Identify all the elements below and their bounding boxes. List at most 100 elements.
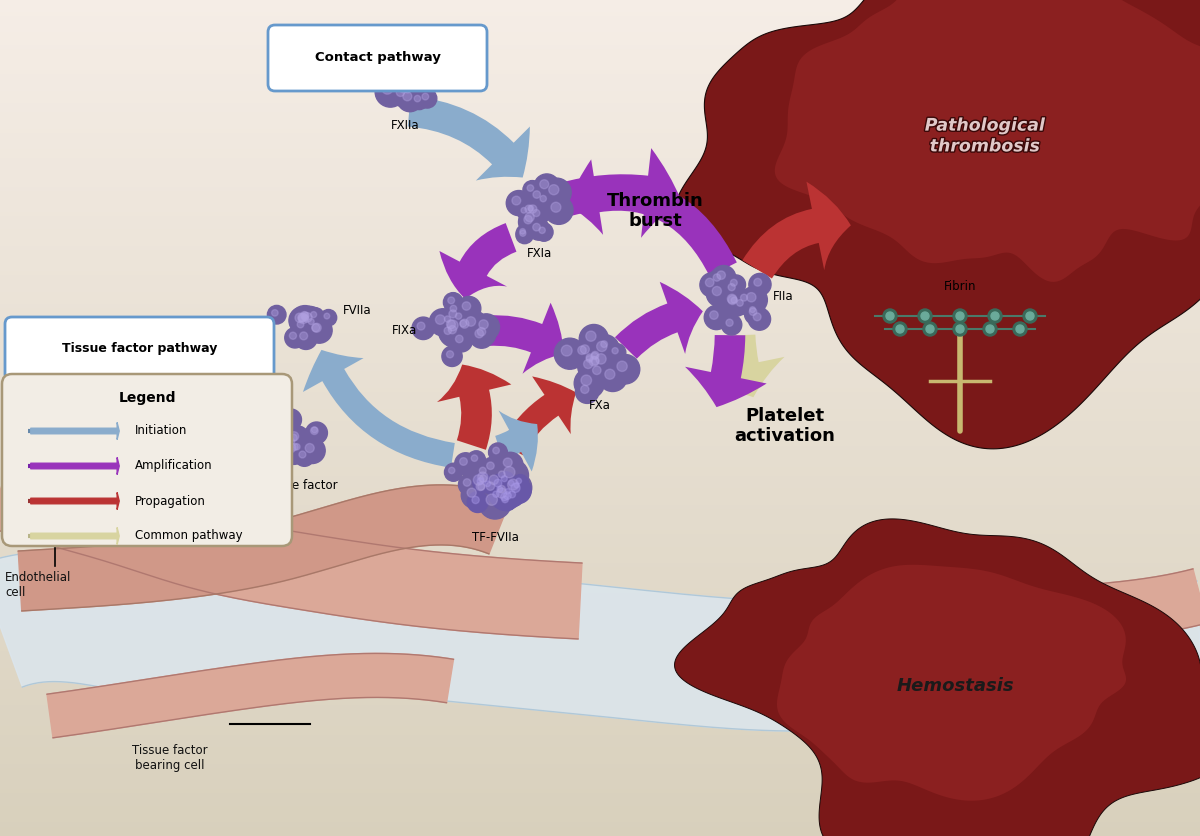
Circle shape [270,417,299,446]
Circle shape [448,320,458,331]
Bar [0,38,1200,42]
Bar [0,13,1200,17]
Circle shape [536,191,554,210]
Circle shape [514,482,520,488]
Circle shape [595,354,606,364]
Text: FXIa: FXIa [527,247,553,260]
Bar [0,314,1200,318]
Bar [0,706,1200,711]
Bar [0,104,1200,109]
FancyBboxPatch shape [5,317,274,381]
Circle shape [475,463,494,482]
Circle shape [300,332,307,340]
FancyArrowPatch shape [302,350,455,468]
Bar [0,773,1200,777]
Bar [0,63,1200,67]
Circle shape [893,322,907,336]
Circle shape [306,422,328,444]
Circle shape [707,281,732,307]
Circle shape [498,471,505,477]
Bar [0,711,1200,715]
Circle shape [722,289,749,316]
Circle shape [587,348,606,368]
Circle shape [394,66,421,93]
Circle shape [886,312,894,320]
Circle shape [271,309,278,316]
Circle shape [754,313,761,321]
Circle shape [397,75,406,84]
Circle shape [488,443,508,461]
Circle shape [391,83,415,107]
Circle shape [312,324,322,332]
Circle shape [293,308,317,333]
Circle shape [883,309,898,323]
Bar [0,573,1200,577]
Circle shape [443,320,467,344]
FancyBboxPatch shape [2,374,292,546]
Circle shape [305,315,322,332]
Bar [0,598,1200,602]
Circle shape [521,207,527,213]
Bar [0,439,1200,443]
Circle shape [586,351,608,375]
Circle shape [720,286,750,316]
Bar [0,606,1200,610]
Circle shape [922,312,929,320]
Circle shape [460,319,469,329]
Circle shape [497,460,528,492]
Circle shape [576,380,599,404]
Circle shape [505,477,521,492]
Circle shape [596,341,607,352]
Bar [0,376,1200,380]
Circle shape [479,487,511,519]
Bar [0,330,1200,334]
Circle shape [575,368,605,399]
Circle shape [500,493,509,501]
Circle shape [473,475,484,485]
Text: Contact pathway: Contact pathway [314,52,440,64]
Bar [0,222,1200,226]
Circle shape [481,477,505,501]
Circle shape [528,218,550,240]
Circle shape [986,325,994,333]
Circle shape [493,482,510,499]
Polygon shape [676,0,1200,449]
Bar [0,33,1200,38]
Bar [0,355,1200,359]
Bar [0,318,1200,322]
Circle shape [444,463,462,482]
Circle shape [583,359,593,369]
Bar [0,334,1200,339]
Circle shape [504,466,515,477]
Circle shape [295,314,305,323]
Circle shape [463,479,470,487]
Circle shape [418,89,437,108]
Text: Tissue factor pathway: Tissue factor pathway [62,343,217,355]
Bar [0,288,1200,293]
Circle shape [292,307,320,336]
Circle shape [440,314,466,339]
Text: Initiation: Initiation [134,425,187,437]
Circle shape [390,65,413,89]
Circle shape [490,475,498,485]
Circle shape [444,316,451,322]
Bar [0,694,1200,698]
FancyArrowPatch shape [496,410,538,472]
Circle shape [274,437,290,453]
Circle shape [472,455,478,461]
Circle shape [398,84,408,93]
Bar [0,188,1200,192]
Bar [0,782,1200,786]
Circle shape [268,305,286,324]
Bar [0,548,1200,552]
Bar [0,819,1200,823]
Circle shape [299,314,308,324]
Circle shape [533,191,540,198]
Circle shape [754,278,762,286]
Circle shape [737,299,743,306]
Circle shape [545,196,574,224]
Circle shape [439,323,461,344]
Bar [0,518,1200,522]
Circle shape [436,315,445,324]
Bar [0,426,1200,431]
